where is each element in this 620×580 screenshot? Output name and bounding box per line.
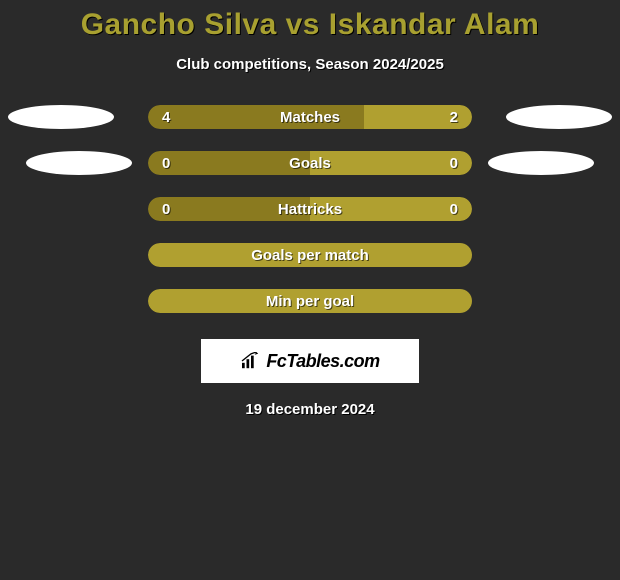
stat-row-goals-per-match: Goals per match bbox=[8, 243, 612, 267]
stat-rows: 4 Matches 2 0 Goals 0 0 Hattricks bbox=[0, 105, 620, 313]
stat-label: Goals bbox=[148, 155, 472, 172]
page-title: Gancho Silva vs Iskandar Alam bbox=[0, 8, 620, 42]
stat-value-right: 0 bbox=[450, 155, 458, 172]
stat-label: Matches bbox=[148, 109, 472, 126]
subtitle: Club competitions, Season 2024/2025 bbox=[0, 56, 620, 73]
stat-label: Goals per match bbox=[148, 247, 472, 264]
stat-row-goals: 0 Goals 0 bbox=[8, 151, 612, 175]
stat-value-right: 2 bbox=[450, 109, 458, 126]
stat-label: Min per goal bbox=[148, 293, 472, 310]
stat-row-matches: 4 Matches 2 bbox=[8, 105, 612, 129]
stat-bar: Min per goal bbox=[148, 289, 472, 313]
player-avatar-left bbox=[8, 105, 114, 129]
stat-label: Hattricks bbox=[148, 201, 472, 218]
chart-icon bbox=[240, 352, 262, 370]
stat-value-right: 0 bbox=[450, 201, 458, 218]
player-avatar-right bbox=[506, 105, 612, 129]
logo-text: FcTables.com bbox=[266, 351, 379, 372]
player-avatar-right bbox=[488, 151, 594, 175]
stat-bar: 4 Matches 2 bbox=[148, 105, 472, 129]
date-label: 19 december 2024 bbox=[0, 401, 620, 418]
comparison-widget: Gancho Silva vs Iskandar Alam Club compe… bbox=[0, 0, 620, 418]
stat-row-hattricks: 0 Hattricks 0 bbox=[8, 197, 612, 221]
stat-bar: 0 Goals 0 bbox=[148, 151, 472, 175]
stat-bar: 0 Hattricks 0 bbox=[148, 197, 472, 221]
stat-bar: Goals per match bbox=[148, 243, 472, 267]
logo-box[interactable]: FcTables.com bbox=[201, 339, 419, 383]
stat-row-min-per-goal: Min per goal bbox=[8, 289, 612, 313]
player-avatar-left bbox=[26, 151, 132, 175]
